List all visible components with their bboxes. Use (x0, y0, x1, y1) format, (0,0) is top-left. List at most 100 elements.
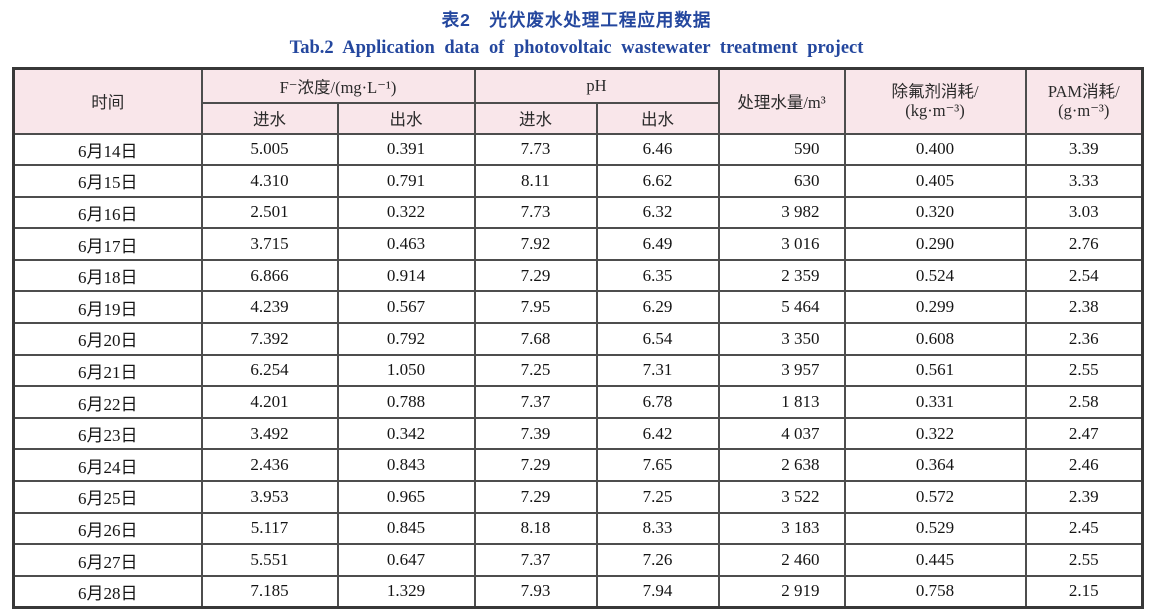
table-row: 6月24日 2.436 0.843 7.29 7.65 2 638 0.364 2.46 (12, 448, 1144, 483)
cell-pam: 3.03 (1024, 195, 1144, 230)
table-row: 6月19日 4.239 0.567 7.95 6.29 5 464 0.299 2.38 (12, 290, 1144, 325)
cell-f-out: 1.329 (336, 574, 476, 609)
table-caption: 表2 光伏废水处理工程应用数据 Tab.2 Application data o… (0, 0, 1153, 63)
cell-ph-out: 7.31 (595, 353, 720, 388)
cell-date: 6月18日 (12, 258, 203, 293)
table-row: 6月18日 6.866 0.914 7.29 6.35 2 359 0.524 2.54 (12, 258, 1144, 293)
table-row: 6月15日 4.310 0.791 8.11 6.62 630 0.405 3.33 (12, 164, 1144, 198)
cell-pam: 2.36 (1024, 322, 1144, 356)
cell-volume: 2 919 (717, 574, 846, 609)
cell-f-in: 6.866 (200, 258, 339, 293)
cell-ph-in: 7.29 (473, 448, 598, 483)
cell-volume: 2 359 (717, 258, 846, 293)
cell-ph-in: 7.37 (473, 385, 598, 419)
cell-ph-out: 6.32 (595, 195, 720, 230)
cell-volume: 3 183 (717, 511, 846, 546)
cell-ph-in: 7.93 (473, 574, 598, 609)
cell-defluorinant: 0.445 (843, 543, 1027, 577)
cell-f-in: 4.201 (200, 385, 339, 419)
header-fluoride-concentration: F⁻浓度/(mg·L⁻¹) (200, 67, 476, 104)
cell-ph-in: 7.92 (473, 227, 598, 261)
table-row: 6月25日 3.953 0.965 7.29 7.25 3 522 0.572 2.39 (12, 480, 1144, 514)
cell-defluorinant: 0.400 (843, 132, 1027, 167)
cell-f-out: 0.965 (336, 480, 476, 514)
cell-f-out: 0.843 (336, 448, 476, 483)
cell-pam: 2.47 (1024, 416, 1144, 451)
cell-defluorinant: 0.572 (843, 480, 1027, 514)
cell-date: 6月17日 (12, 227, 203, 261)
cell-date: 6月24日 (12, 448, 203, 483)
cell-volume: 630 (717, 164, 846, 198)
cell-defluorinant: 0.290 (843, 227, 1027, 261)
cell-defluorinant: 0.608 (843, 322, 1027, 356)
header-treated-volume: 处理水量/m³ (717, 67, 846, 135)
cell-f-in: 6.254 (200, 353, 339, 388)
cell-volume: 5 464 (717, 290, 846, 325)
cell-date: 6月15日 (12, 164, 203, 198)
cell-defluorinant: 0.331 (843, 385, 1027, 419)
header-defluorinant-line1: 除氟剂消耗/ (891, 81, 979, 101)
cell-f-in: 7.185 (200, 574, 339, 609)
cell-f-in: 2.501 (200, 195, 339, 230)
cell-defluorinant: 0.320 (843, 195, 1027, 230)
cell-pam: 2.55 (1024, 543, 1144, 577)
cell-f-out: 0.845 (336, 511, 476, 546)
header-f-effluent: 出水 (336, 101, 476, 135)
cell-ph-in: 7.95 (473, 290, 598, 325)
cell-pam: 2.46 (1024, 448, 1144, 483)
cell-volume: 3 982 (717, 195, 846, 230)
cell-f-in: 4.310 (200, 164, 339, 198)
cell-date: 6月23日 (12, 416, 203, 451)
cell-f-out: 0.791 (336, 164, 476, 198)
cell-ph-in: 7.37 (473, 543, 598, 577)
cell-ph-out: 6.49 (595, 227, 720, 261)
cell-f-out: 0.322 (336, 195, 476, 230)
header-ph: pH (473, 67, 720, 104)
cell-defluorinant: 0.322 (843, 416, 1027, 451)
header-ph-influent: 进水 (473, 101, 598, 135)
table-body: 6月14日 5.005 0.391 7.73 6.46 590 0.400 3.39 6月15日… (12, 132, 1144, 609)
header-f-influent: 进水 (200, 101, 339, 135)
cell-ph-out: 7.26 (595, 543, 720, 577)
cell-volume: 2 460 (717, 543, 846, 577)
cell-ph-in: 7.73 (473, 132, 598, 167)
cell-defluorinant: 0.529 (843, 511, 1027, 546)
cell-ph-in: 7.68 (473, 322, 598, 356)
cell-ph-out: 7.25 (595, 480, 720, 514)
cell-date: 6月25日 (12, 480, 203, 514)
cell-ph-out: 6.42 (595, 416, 720, 451)
cell-ph-in: 7.25 (473, 353, 598, 388)
cell-f-in: 2.436 (200, 448, 339, 483)
cell-f-in: 3.715 (200, 227, 339, 261)
application-data-table: 时间 F⁻浓度/(mg·L⁻¹) pH 处理水量/m³ 除氟剂消耗/ (kg·m… (12, 67, 1145, 609)
cell-defluorinant: 0.299 (843, 290, 1027, 325)
header-defluorinant-line2: (kg·m⁻³) (905, 101, 965, 121)
cell-pam: 2.54 (1024, 258, 1144, 293)
caption-english: Tab.2 Application data of photovoltaic w… (289, 38, 864, 58)
cell-ph-out: 6.35 (595, 258, 720, 293)
cell-ph-out: 6.62 (595, 164, 720, 198)
cell-defluorinant: 0.364 (843, 448, 1027, 483)
cell-volume: 3 350 (717, 322, 846, 356)
cell-pam: 2.45 (1024, 511, 1144, 546)
cell-date: 6月19日 (12, 290, 203, 325)
header-defluorinant-consumption: 除氟剂消耗/ (kg·m⁻³) (843, 67, 1027, 135)
cell-f-out: 0.647 (336, 543, 476, 577)
cell-ph-out: 8.33 (595, 511, 720, 546)
table-header: 时间 F⁻浓度/(mg·L⁻¹) pH 处理水量/m³ 除氟剂消耗/ (kg·m… (12, 67, 1144, 135)
cell-f-out: 0.792 (336, 322, 476, 356)
table-row: 6月20日 7.392 0.792 7.68 6.54 3 350 0.608 2.36 (12, 322, 1144, 356)
cell-pam: 2.58 (1024, 385, 1144, 419)
cell-volume: 1 813 (717, 385, 846, 419)
header-sub-row: 进水 出水 进水 出水 (14, 101, 1143, 135)
cell-date: 6月14日 (12, 132, 203, 167)
cell-f-out: 0.342 (336, 416, 476, 451)
cell-f-out: 0.788 (336, 385, 476, 419)
header-pam-line2: (g·m⁻³) (1058, 101, 1110, 121)
cell-pam: 3.33 (1024, 164, 1144, 198)
cell-defluorinant: 0.405 (843, 164, 1027, 198)
cell-defluorinant: 0.758 (843, 574, 1027, 609)
cell-f-out: 0.391 (336, 132, 476, 167)
cell-volume: 3 522 (717, 480, 846, 514)
cell-pam: 2.39 (1024, 480, 1144, 514)
